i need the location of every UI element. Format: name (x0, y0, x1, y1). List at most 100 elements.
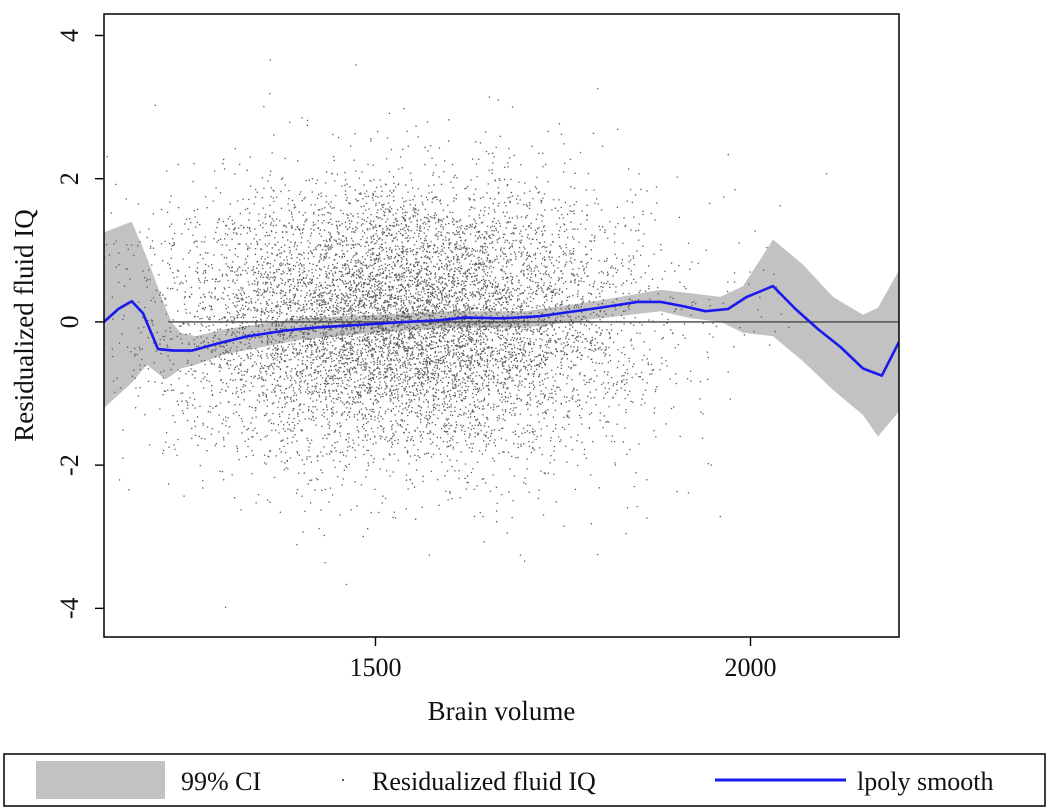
scatter-point (346, 273, 349, 275)
scatter-point (484, 231, 486, 233)
scatter-point (471, 381, 473, 383)
scatter-point (201, 317, 203, 319)
scatter-point (304, 221, 306, 223)
scatter-point (326, 437, 328, 440)
scatter-point (402, 346, 404, 348)
scatter-point (424, 393, 426, 395)
scatter-point (484, 285, 487, 287)
scatter-point (473, 416, 476, 418)
scatter-point (475, 375, 477, 377)
scatter-point (452, 340, 454, 342)
scatter-point (407, 423, 409, 426)
scatter-point (561, 300, 563, 302)
scatter-point (272, 359, 275, 361)
scatter-point (477, 391, 479, 393)
scatter-point (328, 427, 330, 429)
scatter-point (573, 213, 575, 215)
scatter-point (510, 232, 512, 235)
scatter-point (402, 234, 404, 236)
scatter-point (308, 289, 311, 292)
scatter-point (225, 420, 227, 422)
scatter-point (402, 208, 404, 210)
scatter-point (427, 245, 429, 247)
scatter-point (572, 350, 574, 352)
scatter-point (501, 409, 504, 411)
scatter-point (417, 371, 420, 374)
scatter-point (648, 288, 650, 290)
scatter-point (468, 330, 470, 332)
scatter-point (509, 375, 511, 377)
scatter-point (504, 411, 507, 413)
scatter-point (417, 305, 419, 307)
scatter-point (427, 310, 429, 312)
scatter-point (403, 268, 405, 270)
scatter-point (550, 277, 552, 279)
scatter-point (526, 401, 528, 404)
scatter-point (301, 229, 304, 231)
scatter-point (542, 258, 544, 260)
scatter-point (362, 418, 364, 420)
scatter-point (429, 300, 431, 303)
scatter-point (448, 279, 450, 282)
scatter-point (232, 232, 235, 234)
scatter-point (538, 402, 540, 405)
scatter-point (385, 410, 387, 412)
scatter-point (507, 387, 509, 389)
scatter-point (353, 442, 355, 444)
scatter-point (216, 299, 219, 301)
scatter-point (444, 357, 446, 359)
scatter-point (312, 362, 314, 364)
scatter-point (436, 331, 438, 334)
scatter-point (621, 380, 623, 382)
scatter-point (353, 271, 355, 274)
scatter-point (542, 350, 544, 352)
scatter-point (608, 406, 610, 408)
scatter-point (579, 399, 581, 401)
scatter-point (298, 229, 301, 231)
scatter-point (438, 299, 440, 301)
scatter-point (352, 256, 354, 258)
scatter-point (454, 431, 456, 433)
scatter-point (541, 290, 543, 292)
scatter-point (226, 311, 229, 313)
scatter-point (447, 445, 450, 447)
scatter-point (430, 456, 433, 458)
scatter-point (323, 311, 325, 313)
scatter-point (263, 379, 265, 382)
scatter-point (310, 235, 312, 237)
scatter-point (518, 389, 520, 391)
scatter-point (438, 252, 440, 255)
scatter-point (268, 299, 270, 301)
scatter-point (239, 364, 241, 366)
scatter-point (365, 298, 368, 301)
scatter-point (494, 332, 496, 334)
scatter-point (378, 511, 380, 514)
scatter-point (309, 479, 311, 481)
scatter-point (517, 300, 519, 302)
scatter-point (429, 363, 431, 365)
scatter-point (279, 376, 281, 379)
scatter-point (397, 391, 399, 393)
scatter-point (485, 238, 488, 240)
scatter-point (427, 199, 429, 201)
scatter-point (429, 285, 431, 288)
scatter-point (438, 404, 440, 407)
scatter-point (305, 338, 307, 340)
scatter-point (319, 267, 321, 270)
scatter-point (434, 364, 437, 366)
scatter-point (346, 358, 348, 360)
scatter-point (362, 403, 364, 405)
scatter-point (202, 272, 204, 274)
scatter-point (252, 273, 255, 276)
scatter-point (566, 299, 568, 302)
scatter-point (271, 252, 273, 255)
scatter-point (286, 459, 288, 462)
scatter-point (604, 231, 606, 233)
scatter-point (307, 410, 310, 412)
scatter-point (209, 318, 211, 321)
scatter-point (173, 444, 175, 446)
scatter-point (355, 229, 357, 231)
scatter-point (583, 323, 585, 326)
scatter-point (433, 335, 435, 337)
scatter-point (352, 308, 355, 311)
